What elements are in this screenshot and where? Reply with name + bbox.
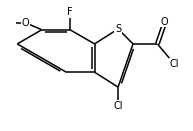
Text: O: O — [161, 17, 168, 26]
Text: F: F — [67, 7, 73, 17]
Text: O: O — [21, 18, 29, 28]
Text: S: S — [115, 24, 121, 34]
Text: Cl: Cl — [113, 101, 123, 111]
Text: Cl: Cl — [169, 59, 179, 69]
